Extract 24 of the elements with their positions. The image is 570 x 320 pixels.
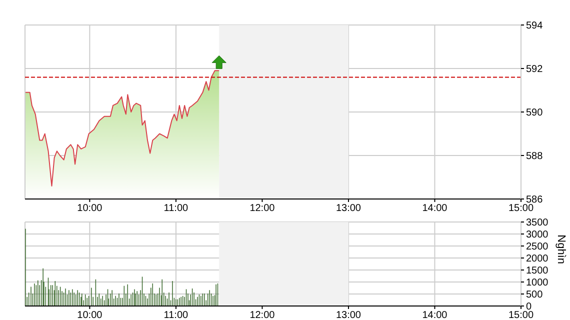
x-tick-label: 10:00 [77,203,103,214]
x-tick-label: 14:00 [422,310,448,320]
y-tick-label: 588 [526,151,544,162]
y-tick-label: 500 [526,290,544,301]
y-tick-label: 592 [526,64,544,76]
y-tick-label: 1000 [526,278,549,289]
x-tick-label: 11:00 [164,310,189,320]
y-axis-title: Nghìn [555,234,568,264]
y-tick-label: 2000 [526,254,549,265]
x-tick-label: 15:00 [508,310,534,320]
y-tick-label: 3000 [526,230,549,241]
y-tick-label: 3500 [526,218,549,229]
y-tick-label: 590 [526,108,544,119]
y-tick-label: 2500 [526,242,549,253]
x-tick-label: 13:00 [336,203,362,214]
x-tick-label: 14:00 [422,203,448,214]
x-tick-label: 11:00 [164,203,189,214]
x-tick-label: 13:00 [336,310,362,320]
x-tick-label: 15:00 [508,203,534,214]
x-tick-label: 12:00 [250,310,276,320]
x-tick-label: 10:00 [77,310,103,320]
y-tick-label: 594 [526,20,544,32]
y-tick-label: 1500 [526,266,549,277]
x-tick-label: 12:00 [250,203,276,214]
